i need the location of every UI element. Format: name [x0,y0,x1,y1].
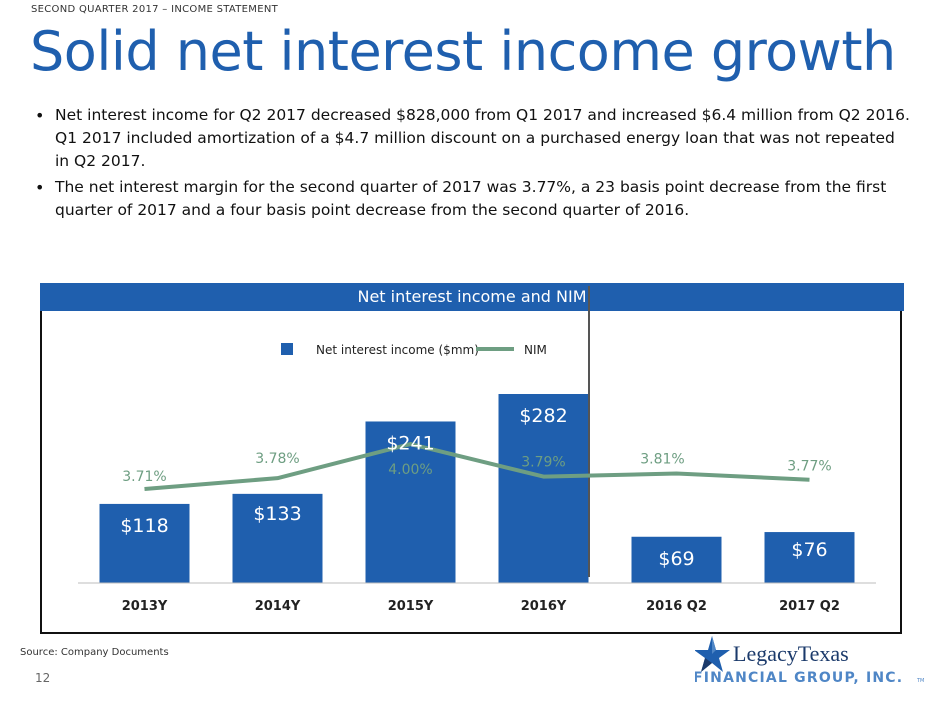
nim-value-label: 4.00% [388,462,432,478]
page-number: 12 [35,671,51,685]
nim-value-label: 3.71% [122,469,166,485]
x-tick-label: 2015Y [388,599,434,614]
nim-value-label: 3.78% [255,451,299,467]
logo-wordmark: LegacyTexas [733,641,849,666]
logo-subline: FINANCIAL GROUP, INC. [695,670,903,686]
legend-label-bar: Net interest income ($mm) [316,343,479,357]
bullet-item: Net interest income for Q2 2017 decrease… [33,104,913,173]
bar [99,503,190,583]
star-icon [695,636,730,672]
bar-value-label: $282 [519,405,567,427]
x-tick-label: 2014Y [255,599,301,614]
company-logo: LegacyTexas FINANCIAL GROUP, INC. TM [695,636,924,686]
bar [232,493,323,583]
x-tick-label: 2013Y [122,599,168,614]
bar-value-label: $241 [386,432,434,454]
bar-value-label: $76 [791,539,827,561]
bar-value-label: $133 [253,503,301,525]
bar-value-label: $118 [120,515,168,537]
bar [764,532,855,583]
bullet-item: The net interest margin for the second q… [33,176,913,222]
bullet-list: Net interest income for Q2 2017 decrease… [33,104,913,225]
legend-swatch-bar [281,343,293,355]
bar-value-label: $69 [658,548,694,570]
page-title: Solid net interest income growth [30,20,896,83]
nim-value-label: 3.81% [640,452,684,468]
source-note: Source: Company Documents [20,647,169,658]
nim-value-label: 3.77% [787,459,831,475]
legend-label-line: NIM [524,343,547,357]
section-eyebrow: SECOND QUARTER 2017 – INCOME STATEMENT [31,4,279,15]
bar [631,536,722,583]
nim-line [144,442,810,491]
logo-trademark: TM [916,678,924,684]
chart-frame [40,311,902,634]
x-tick-label: 2016Y [521,599,567,614]
chart-title: Net interest income and NIM [40,283,904,311]
x-tick-label: 2017 Q2 [779,599,840,614]
x-tick-label: 2016 Q2 [646,599,707,614]
nim-value-label: 3.79% [521,455,565,471]
bar [365,421,456,583]
bar [498,394,589,583]
